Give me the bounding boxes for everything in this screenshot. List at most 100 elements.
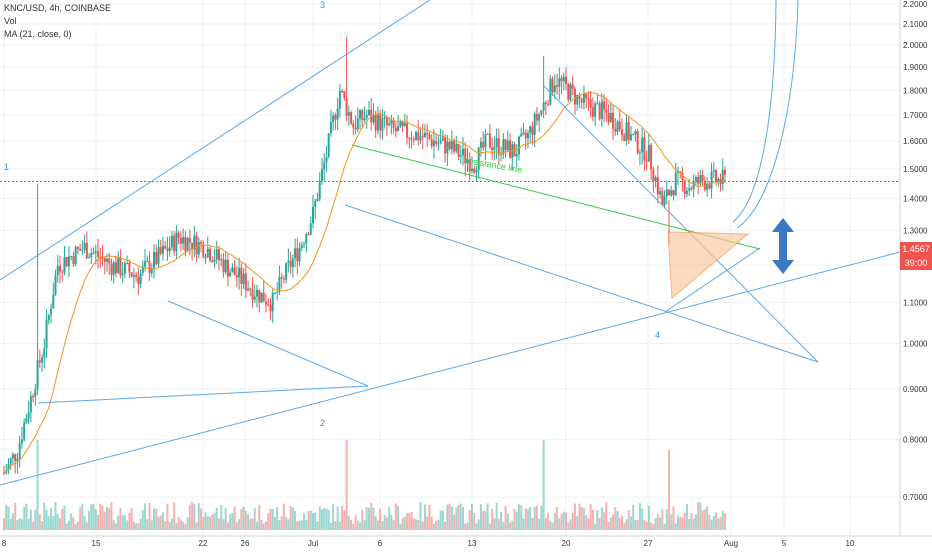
candle-body — [636, 131, 639, 153]
volume-bar — [90, 504, 93, 530]
volume-bar — [385, 517, 388, 530]
volume-bar — [598, 518, 601, 530]
candle-body — [421, 136, 424, 138]
candles — [3, 36, 726, 475]
candle-body — [126, 262, 129, 264]
candle-body — [278, 277, 281, 292]
volume-bar — [121, 515, 124, 530]
y-tick-label: 2.2000 — [903, 0, 928, 9]
candle-body — [486, 133, 489, 135]
candle-body — [137, 276, 140, 284]
candle-body — [222, 259, 225, 273]
volume-bar — [363, 519, 366, 530]
candle-body — [350, 112, 353, 124]
volume-bar — [231, 513, 234, 530]
candle-body — [444, 137, 447, 154]
candle-body — [706, 183, 709, 190]
volume-bar — [359, 522, 362, 530]
candle-body — [269, 305, 272, 312]
volume-bar — [679, 517, 682, 530]
candle-body — [130, 272, 133, 277]
volume-bar — [594, 523, 597, 530]
trendline-upper-channel — [0, 0, 431, 281]
candle-body — [379, 113, 382, 131]
candle-body — [303, 243, 306, 245]
volume-bar — [623, 523, 626, 530]
candle-body — [316, 198, 319, 201]
candle-body — [206, 248, 209, 258]
y-axis: 2.2000 2.1000 2.0000 1.9000 1.8000 1.7000 1.60… — [899, 0, 932, 550]
candle-body — [27, 412, 30, 419]
y-tick-label: 1.3000 — [903, 226, 928, 235]
candle-body — [484, 134, 487, 148]
candle-body — [229, 272, 232, 277]
candle-body — [372, 115, 375, 123]
candle-body — [399, 121, 402, 127]
volume-bar — [329, 522, 332, 530]
x-tick-label: 10 — [846, 539, 855, 548]
volume-bar — [710, 519, 713, 530]
ma-line — [3, 91, 726, 474]
volume-bar — [130, 507, 133, 530]
volume-bar — [289, 506, 292, 530]
volume-bar — [155, 508, 158, 530]
candle-body — [184, 236, 187, 251]
volume-bar — [612, 514, 615, 530]
volume-bar — [535, 505, 538, 530]
candle-body — [569, 84, 572, 100]
candle-body — [529, 126, 532, 133]
wave-label-2: 2 — [320, 418, 325, 428]
volume-bar — [495, 502, 498, 530]
volume-bar — [242, 506, 245, 530]
candle-body — [365, 114, 368, 119]
candle-body — [535, 113, 538, 121]
y-tick-label: 0.7000 — [903, 493, 928, 502]
candle-body — [307, 233, 310, 235]
volume-bar — [399, 523, 402, 530]
candle-body — [538, 114, 541, 121]
candle-body — [148, 260, 151, 274]
candle-body — [609, 112, 612, 122]
candle-body — [323, 162, 326, 170]
y-tick-label: 1.7000 — [903, 111, 928, 120]
y-tick-label: 1.8000 — [903, 86, 928, 95]
candle-body — [374, 115, 377, 131]
volume-bar — [515, 511, 518, 530]
candle-body — [439, 140, 442, 144]
candle-body — [390, 120, 393, 124]
candle-body — [464, 148, 467, 164]
volume-bar — [137, 523, 140, 530]
volume-bar — [708, 514, 711, 530]
candle-body — [558, 78, 561, 88]
volume-bar — [589, 503, 592, 530]
candle-body — [175, 232, 178, 252]
candle-body — [188, 237, 191, 243]
candle-body — [699, 174, 702, 184]
volume-bar — [195, 522, 198, 530]
wave-label-3: 3 — [320, 0, 325, 10]
volume-bar — [509, 522, 512, 530]
volume-bar — [132, 521, 135, 530]
candle-body — [376, 113, 379, 131]
candle-body — [659, 191, 662, 195]
volume-bar — [721, 511, 724, 530]
volume-bar — [32, 522, 35, 530]
volume-bar — [76, 521, 79, 530]
volume-bar — [376, 520, 379, 530]
volume-bar — [347, 516, 350, 530]
candle-body — [576, 94, 579, 105]
volume-bar — [99, 503, 102, 530]
candle-body — [627, 122, 630, 140]
volume-bar — [453, 514, 456, 530]
volume-bar — [186, 517, 189, 530]
y-tick-label: 1.1000 — [903, 298, 928, 307]
candle-body — [242, 273, 245, 284]
x-tick-label: 13 — [468, 539, 477, 548]
volume-bar — [144, 503, 147, 530]
volume-bar — [110, 502, 113, 530]
candle-body — [470, 168, 473, 172]
volume-bar — [323, 508, 326, 530]
volume-bar — [435, 520, 438, 530]
candle-body — [41, 357, 44, 363]
